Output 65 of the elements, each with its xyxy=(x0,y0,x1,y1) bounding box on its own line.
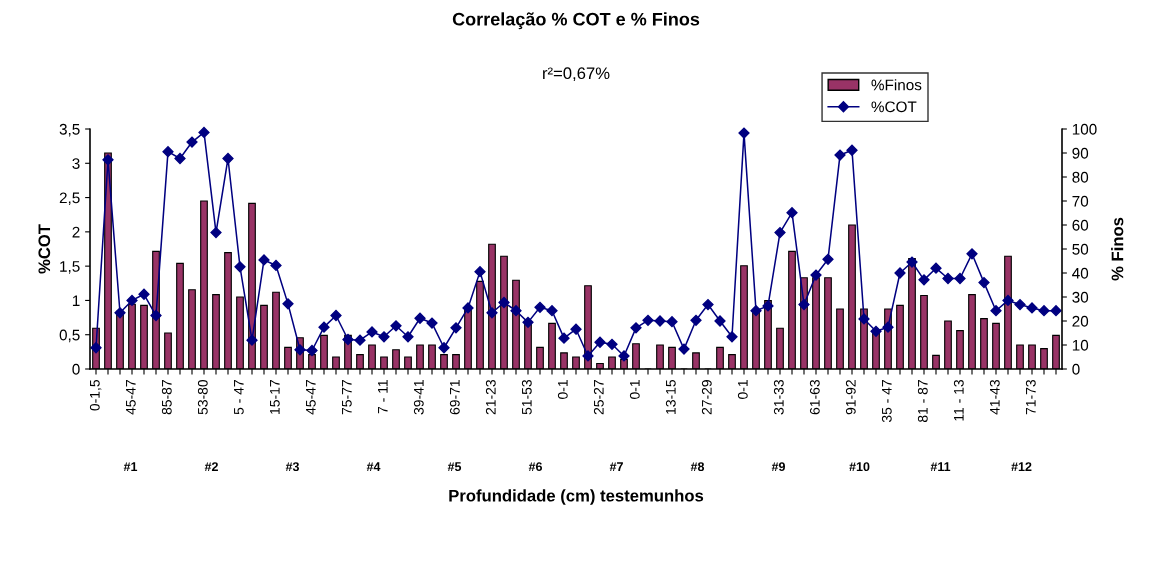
y-tick-label: 0,5 xyxy=(59,329,80,343)
y-tick-label: 1,5 xyxy=(60,261,80,274)
y2-tick-label: 90 xyxy=(1072,147,1089,159)
text: #2 xyxy=(204,462,218,471)
x-tick-label: 51-53 xyxy=(521,380,532,415)
x-tick-label: 21-23 xyxy=(485,380,496,415)
x-tick-label: 75-77 xyxy=(342,380,352,415)
text: #12 xyxy=(1011,462,1032,471)
text: #7 xyxy=(609,462,623,471)
legend-label: %COT xyxy=(871,101,917,113)
y2-tick-label: 60 xyxy=(1072,219,1089,231)
x-tick-label: 31-33 xyxy=(773,380,784,415)
x-tick-label: 5 - 47 xyxy=(234,380,244,415)
chart-subtitle: r²=0,67% xyxy=(543,67,610,82)
text: #10 xyxy=(849,462,870,472)
text: #3 xyxy=(285,462,299,472)
x-tick-label: 39-41 xyxy=(413,380,424,415)
text: #8 xyxy=(690,462,705,472)
y-tick-label: 3 xyxy=(72,158,80,169)
x-tick-label: 15-17 xyxy=(270,380,280,414)
text: #4 xyxy=(366,462,381,471)
chart-title: Correlação % COT e % Finos xyxy=(452,12,700,30)
x-tick-label: 45-47 xyxy=(306,380,316,415)
y2-tick-label: 70 xyxy=(1072,195,1089,207)
x-tick-label: 45-47 xyxy=(126,380,136,415)
x-tick-label: 25-27 xyxy=(593,380,604,415)
x-tick-label: 13-15 xyxy=(665,380,676,414)
text: #5 xyxy=(447,462,462,472)
x-axis-title: Profundidade (cm) testemunhos xyxy=(449,489,704,505)
x-tick-label: 27-29 xyxy=(701,380,712,415)
x-tick-label: 41-43 xyxy=(989,380,1000,415)
x-tick-label: 0-1,5 xyxy=(89,380,102,411)
y-tick-label: 2,5 xyxy=(59,192,80,206)
y2-tick-label: 0 xyxy=(1072,363,1080,375)
y-tick-label: 2 xyxy=(72,226,80,238)
legend-label: %Finos xyxy=(871,79,922,91)
x-tick-label: 11 - 13 xyxy=(953,380,964,421)
y-axis-title: %COT xyxy=(38,224,51,274)
text: #6 xyxy=(528,462,542,472)
x-tick-label: 85-87 xyxy=(161,380,172,415)
y2-tick-label: 10 xyxy=(1072,339,1089,351)
x-tick-label: 61-63 xyxy=(809,380,820,415)
y-tick-label: 3,5 xyxy=(59,123,80,137)
text: #11 xyxy=(930,462,951,471)
y2-tick-label: 50 xyxy=(1072,243,1089,255)
y-tick-label: 1 xyxy=(72,295,80,306)
y2-tick-label: 30 xyxy=(1072,291,1089,303)
y2-tick-label: 100 xyxy=(1072,123,1097,135)
x-tick-label: 81 - 87 xyxy=(917,380,928,423)
text: #9 xyxy=(771,462,785,472)
x-tick-label: 71-73 xyxy=(1025,380,1036,415)
x-tick-label: 0-1 xyxy=(737,380,748,399)
y2-tick-label: 40 xyxy=(1072,267,1089,279)
x-tick-label: 53-80 xyxy=(197,379,208,415)
x-tick-label: 91-92 xyxy=(845,380,856,415)
y-tick-label: 0 xyxy=(72,363,80,375)
x-tick-label: 0-1 xyxy=(557,380,568,399)
x-tick-label: 7 - 11 xyxy=(378,380,388,414)
y2-tick-label: 20 xyxy=(1072,315,1089,327)
y2-tick-label: 80 xyxy=(1072,171,1089,183)
text: #1 xyxy=(123,462,138,471)
x-tick-label: 69-71 xyxy=(449,380,460,415)
x-tick-label: 0-1 xyxy=(629,380,640,399)
y2-axis-title: % Finos xyxy=(1111,217,1124,281)
x-tick-label: 35 - 47 xyxy=(881,380,892,423)
